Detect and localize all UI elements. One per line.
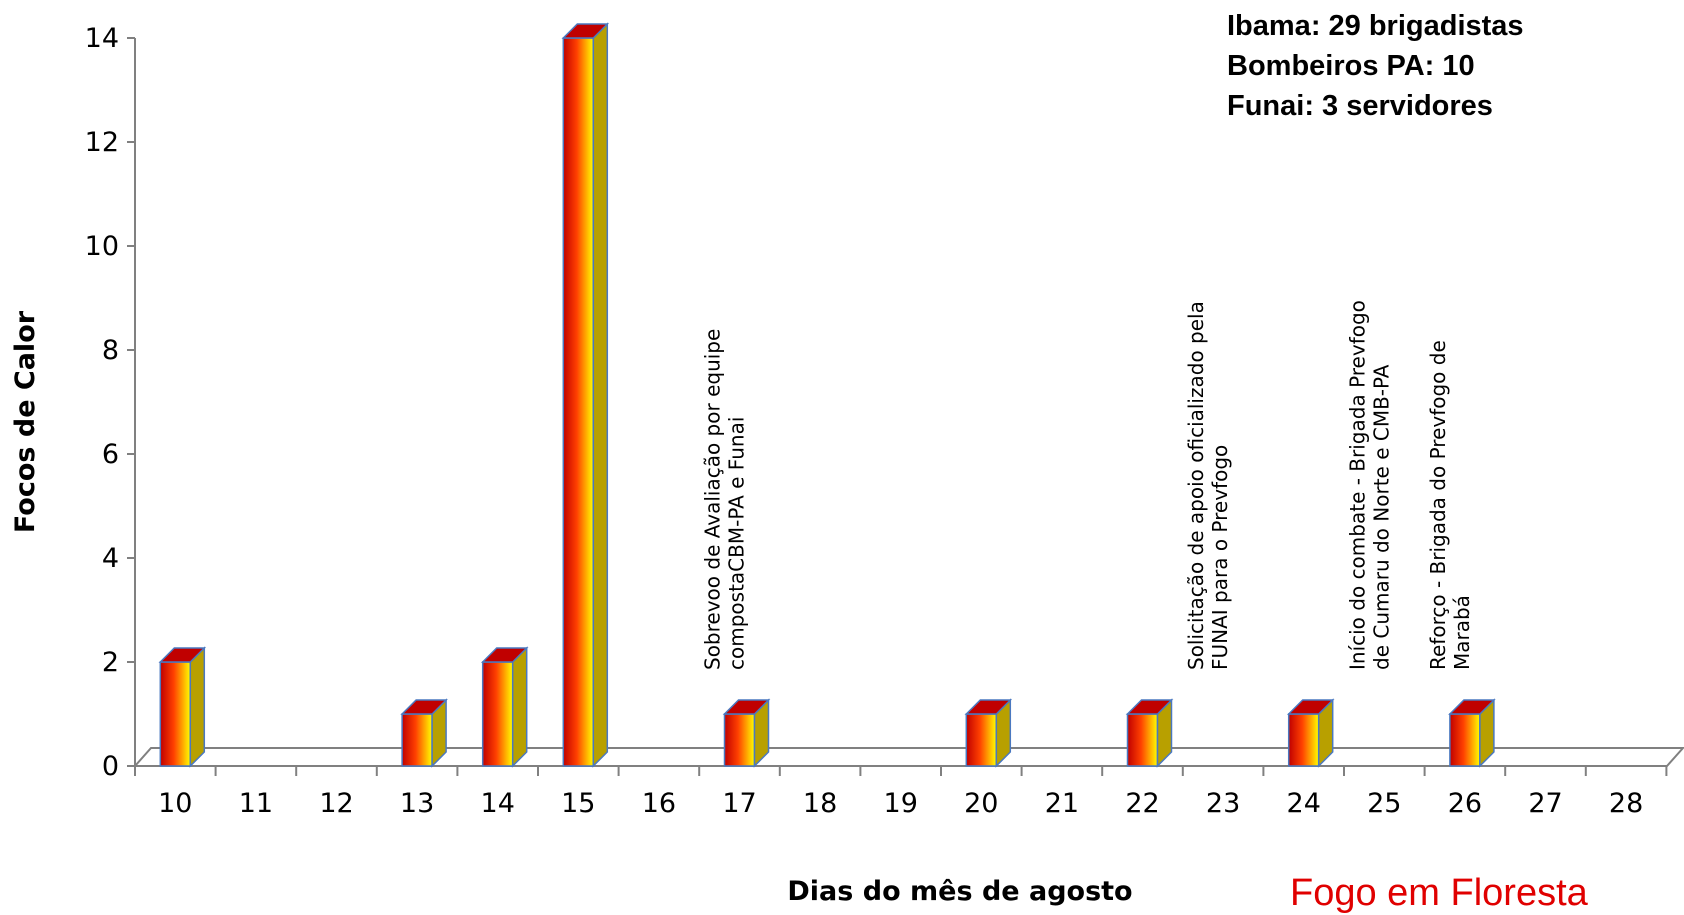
bar-front bbox=[481, 661, 514, 767]
bar-day-26 bbox=[1448, 698, 1496, 768]
x-tick-label: 16 bbox=[642, 788, 676, 819]
x-tick-label: 26 bbox=[1448, 788, 1482, 819]
x-tick-label: 21 bbox=[1045, 788, 1079, 819]
resources-info-box: Ibama: 29 brigadistas Bombeiros PA: 10 F… bbox=[1227, 6, 1524, 126]
info-line-ibama: Ibama: 29 brigadistas bbox=[1227, 10, 1524, 42]
x-tick-label: 14 bbox=[481, 788, 515, 819]
annotation-line: Marabá bbox=[1450, 595, 1474, 670]
annotation-day-25: Início do combate - Brigada Prevfogo de C… bbox=[1345, 300, 1393, 670]
bar-top bbox=[561, 23, 610, 39]
bar-front bbox=[1449, 713, 1481, 767]
bar-top bbox=[964, 699, 1013, 715]
x-tick-label: 27 bbox=[1528, 788, 1562, 819]
annotation-line: compostaCBM-PA e Funai bbox=[725, 417, 749, 670]
x-tick-label: 25 bbox=[1367, 788, 1401, 819]
bar-top bbox=[1125, 699, 1174, 715]
y-tick-label: 14 bbox=[85, 23, 119, 54]
bar-front bbox=[723, 713, 756, 767]
bar-day-20 bbox=[964, 698, 1013, 768]
x-tick-label: 18 bbox=[803, 788, 837, 819]
y-tick-label: 0 bbox=[102, 751, 119, 782]
x-tick-label: 11 bbox=[239, 788, 273, 819]
x-tick-label: 24 bbox=[1287, 788, 1321, 819]
y-tick-label: 4 bbox=[102, 543, 119, 574]
bar-front bbox=[562, 37, 595, 767]
bar-top bbox=[158, 647, 207, 663]
bar-front bbox=[965, 713, 998, 767]
x-tick-label: 22 bbox=[1125, 788, 1159, 819]
x-tick-label: 15 bbox=[561, 788, 595, 819]
bar-top bbox=[722, 699, 771, 715]
bar-day-17 bbox=[722, 698, 771, 768]
annotation-day-17: Sobrevoo de Avaliação por equipe composta… bbox=[701, 329, 749, 670]
annotation-line: FUNAI para o Prevfogo bbox=[1208, 445, 1232, 670]
info-line-funai: Funai: 3 servidores bbox=[1227, 90, 1493, 122]
bar-side bbox=[592, 22, 609, 768]
annotation-line: Solicitação de apoio oficializado pela bbox=[1184, 301, 1208, 670]
bar-top bbox=[400, 699, 448, 715]
y-tick-label: 12 bbox=[85, 127, 119, 158]
annotation-day-26: Reforço - Brigada do Prevfogo de Marabá bbox=[1426, 340, 1474, 670]
bar-front bbox=[1126, 713, 1159, 767]
bar-front bbox=[159, 661, 192, 767]
y-tick-label: 8 bbox=[102, 335, 119, 366]
x-tick-label: 12 bbox=[319, 788, 353, 819]
bar-front bbox=[401, 713, 433, 767]
bar-day-15 bbox=[561, 22, 610, 768]
x-tick-label: 17 bbox=[722, 788, 756, 819]
bar-top bbox=[1448, 699, 1496, 715]
bar-day-10 bbox=[158, 646, 207, 768]
info-line-bombeiros: Bombeiros PA: 10 bbox=[1227, 50, 1475, 82]
bar-day-24 bbox=[1286, 698, 1335, 768]
y-axis-title: Focos de Calor bbox=[10, 310, 41, 533]
annotation-line: Início do combate - Brigada Prevfogo bbox=[1345, 300, 1369, 670]
x-tick-label: 19 bbox=[884, 788, 918, 819]
x-tick-label: 10 bbox=[158, 788, 192, 819]
bar-front bbox=[1287, 713, 1320, 767]
x-axis-title: Dias do mês de agosto bbox=[787, 876, 1132, 907]
annotation-line: de Cumaru do Norte e CMB-PA bbox=[1369, 364, 1393, 670]
x-tick-label: 13 bbox=[400, 788, 434, 819]
bar-top bbox=[1286, 699, 1335, 715]
bar-side bbox=[511, 646, 528, 768]
y-tick-label: 2 bbox=[102, 647, 119, 678]
annotation-line: Reforço - Brigada do Prevfogo de bbox=[1426, 340, 1450, 670]
annotation-line: Sobrevoo de Avaliação por equipe bbox=[701, 329, 725, 670]
y-tick-label: 10 bbox=[85, 231, 119, 262]
x-tick-label: 28 bbox=[1609, 788, 1643, 819]
annotation-day-23: Solicitação de apoio oficializado pela FU… bbox=[1184, 301, 1232, 670]
x-tick-label: 20 bbox=[964, 788, 998, 819]
slide-title-fogo-em-floresta: Fogo em Floresta bbox=[1290, 872, 1588, 914]
bar-day-13 bbox=[400, 698, 448, 768]
bar-day-22 bbox=[1125, 698, 1174, 768]
bar-top bbox=[480, 647, 529, 663]
y-tick-label: 6 bbox=[102, 439, 119, 470]
bar-side bbox=[189, 646, 206, 768]
bar-day-14 bbox=[480, 646, 529, 768]
x-tick-label: 23 bbox=[1206, 788, 1240, 819]
